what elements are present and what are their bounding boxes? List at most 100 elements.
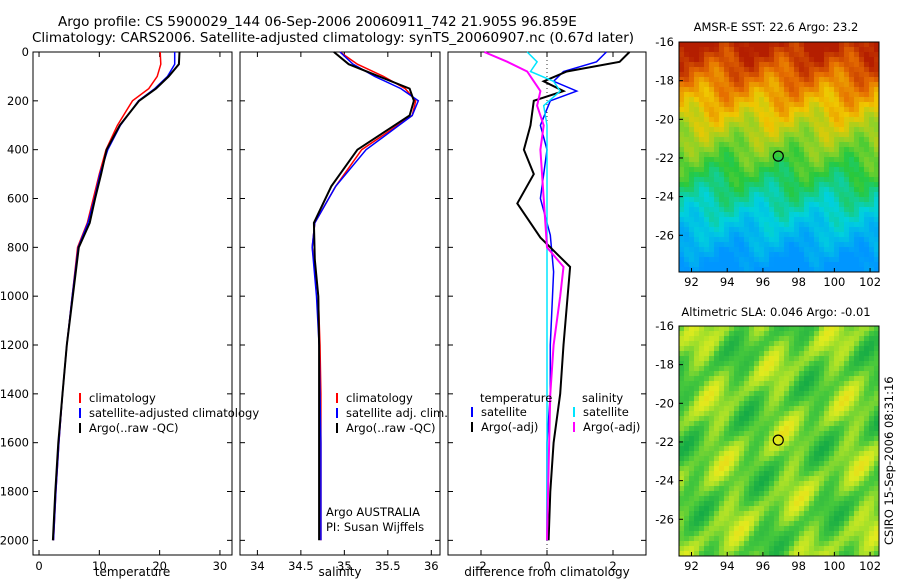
map-cell — [849, 62, 855, 68]
map-cell — [859, 172, 865, 178]
map-cell — [734, 137, 740, 143]
map-cell — [694, 486, 700, 492]
map-cell — [824, 107, 830, 113]
map-cell — [809, 147, 815, 153]
map-cell — [789, 496, 795, 502]
map-cell — [859, 441, 865, 447]
map-cell — [749, 107, 755, 113]
map-cell — [789, 142, 795, 148]
map-cell — [844, 351, 850, 357]
map-cell — [824, 67, 830, 73]
map-cell — [869, 177, 875, 183]
map-cell — [734, 167, 740, 173]
map-cell — [824, 182, 830, 188]
map-cell — [844, 536, 850, 542]
map-cell — [744, 67, 750, 73]
map-cell — [779, 137, 785, 143]
map-cell — [679, 122, 685, 128]
map-cell — [784, 232, 790, 238]
map-cell — [744, 207, 750, 213]
map-cell — [694, 381, 700, 387]
map-cell — [734, 202, 740, 208]
map-cell — [729, 77, 735, 83]
map-cell — [724, 481, 730, 487]
map-cell — [734, 82, 740, 88]
map-cell — [724, 177, 730, 183]
map-cell — [814, 341, 820, 347]
map-cell — [764, 406, 770, 412]
map-cell — [684, 77, 690, 83]
map-cell — [714, 192, 720, 198]
map-cell — [829, 356, 835, 362]
map-cell — [759, 172, 765, 178]
map-cell — [689, 521, 695, 527]
map-cell — [694, 182, 700, 188]
map-cell — [739, 331, 745, 337]
map-cell — [774, 87, 780, 93]
map-cell — [844, 132, 850, 138]
map-cell — [769, 441, 775, 447]
map-cell — [809, 331, 815, 337]
map-cell — [679, 52, 685, 58]
map-cell — [814, 461, 820, 467]
map-cell — [694, 511, 700, 517]
map-cell — [794, 551, 800, 557]
map-cell — [724, 336, 730, 342]
map-cell — [754, 187, 760, 193]
map-cell — [774, 82, 780, 88]
map-cell — [779, 371, 785, 377]
y-tick-label: -24 — [655, 474, 674, 488]
map-cell — [749, 411, 755, 417]
map-cell — [834, 47, 840, 53]
map-cell — [839, 252, 845, 258]
map-cell — [824, 396, 830, 402]
map-cell — [829, 117, 835, 123]
map-cell — [814, 446, 820, 452]
map-cell — [754, 227, 760, 233]
map-cell — [784, 481, 790, 487]
map-cell — [679, 431, 685, 437]
map-cell — [744, 376, 750, 382]
map-cell — [794, 516, 800, 522]
map-cell — [709, 72, 715, 78]
map-cell — [794, 172, 800, 178]
map-cell — [814, 222, 820, 228]
map-cell — [734, 267, 740, 273]
map-cell — [854, 341, 860, 347]
map-cell — [714, 207, 720, 213]
map-cell — [824, 401, 830, 407]
map-cell — [779, 212, 785, 218]
map-cell — [844, 331, 850, 337]
map-cell — [784, 521, 790, 527]
map-cell — [864, 217, 870, 223]
map-cell — [819, 551, 825, 557]
map-cell — [789, 386, 795, 392]
map-cell — [744, 42, 750, 48]
map-cell — [844, 441, 850, 447]
map-cell — [824, 157, 830, 163]
map-cell — [779, 431, 785, 437]
x-tick-label: 35 — [337, 559, 352, 573]
map-cell — [679, 112, 685, 118]
map-cell — [824, 87, 830, 93]
map-cell — [709, 396, 715, 402]
map-cell — [699, 521, 705, 527]
map-cell — [794, 406, 800, 412]
map-cell — [789, 247, 795, 253]
map-cell — [859, 52, 865, 58]
map-cell — [809, 237, 815, 243]
map-cell — [704, 167, 710, 173]
map-cell — [774, 511, 780, 517]
map-cell — [864, 127, 870, 133]
map-cell — [849, 481, 855, 487]
map-cell — [789, 441, 795, 447]
map-cell — [799, 416, 805, 422]
map-cell — [874, 416, 880, 422]
x-tick-label: 100 — [823, 559, 845, 573]
map-cell — [844, 177, 850, 183]
map-cell — [859, 466, 865, 472]
map-cell — [774, 486, 780, 492]
map-cell — [779, 531, 785, 537]
map-cell — [799, 476, 805, 482]
